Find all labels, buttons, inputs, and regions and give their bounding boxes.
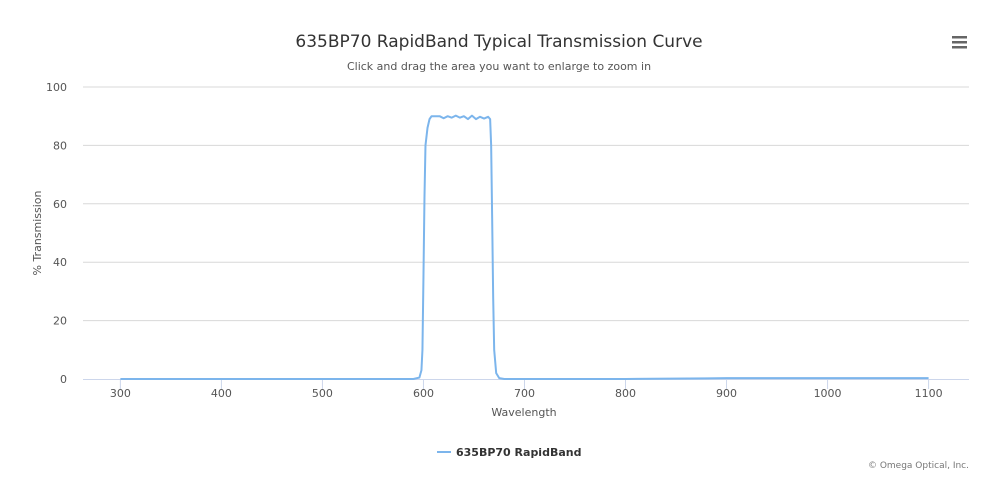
- y-tick-label: 60: [53, 198, 67, 211]
- x-tick-label: 1100: [915, 387, 943, 400]
- legend[interactable]: 635BP70 RapidBand: [437, 446, 581, 459]
- x-tick-label: 1000: [814, 387, 842, 400]
- chart-menu-button[interactable]: [944, 28, 974, 56]
- x-tick-label: 600: [413, 387, 434, 400]
- x-tick-label: 300: [110, 387, 131, 400]
- x-tick-label: 700: [514, 387, 535, 400]
- x-tick-label: 900: [716, 387, 737, 400]
- y-tick-label: 40: [53, 256, 67, 269]
- x-axis-tick-labels: 300 400 500 600 700 800 900 1000 1100: [110, 379, 943, 400]
- y-tick-label: 0: [60, 373, 67, 386]
- series-line-0[interactable]: [120, 114, 929, 380]
- y-gridlines: [83, 86, 969, 322]
- x-tick-label: 500: [312, 387, 333, 400]
- y-tick-label: 20: [53, 315, 67, 328]
- chart-subtitle: Click and drag the area you want to enla…: [347, 60, 651, 73]
- y-axis-tick-labels: 0 20 40 60 80 100: [46, 81, 67, 386]
- legend-label[interactable]: 635BP70 RapidBand: [456, 446, 581, 459]
- credits-label: © Omega Optical, Inc.: [868, 461, 969, 471]
- x-tick-label: 800: [615, 387, 636, 400]
- x-tick-label: 400: [211, 387, 232, 400]
- y-tick-label: 100: [46, 81, 67, 94]
- y-tick-label: 80: [53, 139, 67, 152]
- plot-area[interactable]: [120, 114, 929, 380]
- chart-title: 635BP70 RapidBand Typical Transmission C…: [295, 32, 702, 52]
- y-axis-title: % Transmission: [31, 190, 44, 275]
- x-axis-title: Wavelength: [491, 406, 556, 419]
- hamburger-menu-icon: [952, 36, 967, 49]
